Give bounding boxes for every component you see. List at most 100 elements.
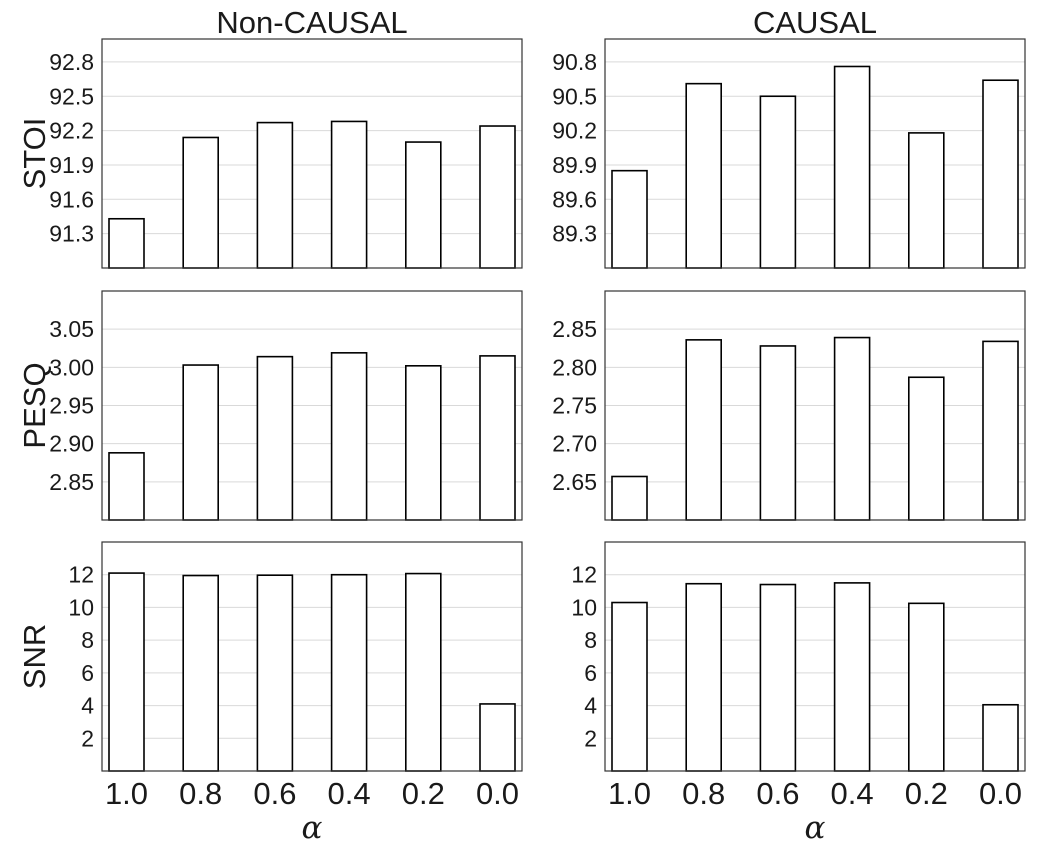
y-tick-label: 2.70 [552,431,597,457]
bar [404,141,442,269]
axes-frame [101,541,523,772]
axes-frame [604,541,1026,772]
y-tick-label: 92.5 [49,83,94,109]
y-tick-label: 2.90 [49,431,94,457]
x-axis-label-non-causal: α [302,810,323,846]
bar [833,65,871,269]
y-tick-label: 4 [584,693,597,719]
bar [759,345,797,521]
bar [330,120,368,269]
x-axis-label-causal: α [805,810,826,846]
axes-frame [101,38,523,269]
y-tick-label: 2.75 [552,393,597,419]
panel-1: 89.3 89.6 89.9 90.2 90.5 90.8 [552,38,1026,269]
bar [759,583,797,772]
y-tick-label: 4 [81,693,94,719]
bar [479,703,516,772]
bar [907,602,945,772]
y-tick-label: 92.8 [49,49,94,75]
y-tick-label: 2.85 [49,469,94,495]
y-tick-label: 91.6 [49,186,94,212]
panel-0: 91.3 91.6 91.9 92.2 92.5 92.8 STOI [17,38,523,269]
bar [982,340,1019,521]
y-axis-label: SNR [17,624,52,689]
bar [611,601,648,772]
bar [833,336,871,521]
y-tick-label: 2.80 [552,354,597,380]
x-tick-label: 0.4 [328,776,371,811]
x-tick-label: 1.0 [608,776,651,811]
y-tick-label: 90.8 [552,49,597,75]
bar [330,573,368,772]
x-tick-label: 1.0 [105,776,148,811]
bar [759,95,797,269]
y-tick-label: 2.85 [552,316,597,342]
y-tick-label: 89.6 [552,186,597,212]
y-tick-label: 89.3 [552,221,597,247]
panel-3: 2.65 2.70 2.75 2.80 2.85 [552,290,1026,521]
x-tick-label: 0.2 [905,776,948,811]
bar [611,475,648,521]
bar [982,79,1019,269]
bar [330,352,368,521]
y-tick-label: 10 [68,594,94,620]
axes-frame [604,290,1026,521]
y-tick-label: 12 [68,562,94,588]
bar [182,574,219,772]
y-axis-label: PESQ [17,362,52,448]
y-tick-label: 3.05 [49,316,94,342]
bar [108,217,145,269]
bar [685,82,723,269]
column-title-causal: CAUSAL [753,5,877,40]
bar [182,364,219,521]
bar [182,136,219,269]
bar [256,355,294,521]
bar [907,132,945,269]
x-tick-label: 0.8 [682,776,725,811]
y-tick-label: 3.00 [49,354,94,380]
bar [833,582,871,772]
y-tick-label: 12 [571,562,597,588]
y-tick-label: 8 [584,627,597,653]
bar [479,355,516,521]
y-tick-label: 90.2 [552,118,597,144]
bar [256,574,294,772]
bar [907,376,945,521]
bar [685,582,723,772]
y-tick-label: 91.9 [49,152,94,178]
y-tick-label: 89.9 [552,152,597,178]
x-tick-label: 0.6 [253,776,296,811]
x-tick-label: 0.8 [179,776,222,811]
x-tick-label: 0.2 [402,776,445,811]
column-title-non-causal: Non-CAUSAL [216,5,407,40]
chart-panels: 91.3 91.6 91.9 92.2 92.5 92.8 STOI 89.3 89.6 89.9… [17,38,1026,811]
y-tick-label: 2.95 [49,393,94,419]
panel-2: 2.85 2.90 2.95 3.00 3.05 PESQ [17,290,523,521]
y-tick-label: 6 [584,660,597,686]
bar [611,169,648,269]
y-tick-label: 2.65 [552,469,597,495]
axes-frame [101,290,523,521]
panel-4: 2 4 6 8 10 12 1.0 0.8 0.6 0.4 0.2 0.0 SNR [17,541,523,811]
y-tick-label: 10 [571,594,597,620]
bar [108,452,145,521]
bar [685,339,723,521]
y-tick-label: 6 [81,660,94,686]
x-tick-label: 0.4 [831,776,874,811]
bar [108,572,145,772]
y-tick-label: 91.3 [49,221,94,247]
bar [479,125,516,269]
axes-frame [604,38,1026,269]
x-tick-label: 0.6 [756,776,799,811]
y-tick-label: 2 [81,725,94,751]
bar [404,365,442,521]
panel-5: 2 4 6 8 10 12 1.0 0.8 0.6 0.4 0.2 0.0 [571,541,1026,811]
x-tick-label: 0.0 [476,776,519,811]
y-tick-label: 90.5 [552,83,597,109]
y-axis-label: STOI [17,118,52,190]
y-tick-label: 92.2 [49,118,94,144]
y-tick-label: 8 [81,627,94,653]
x-tick-label: 0.0 [979,776,1022,811]
bar [404,572,442,772]
